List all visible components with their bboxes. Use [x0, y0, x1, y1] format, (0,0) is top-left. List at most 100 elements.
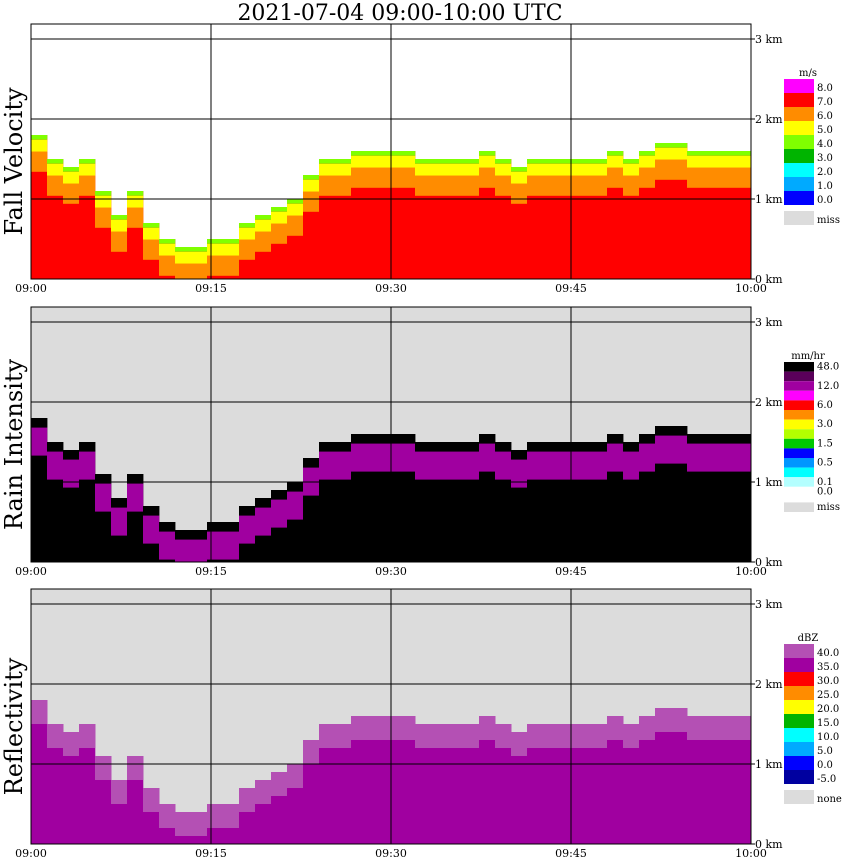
echo-layer	[303, 740, 320, 764]
legend-swatch	[784, 644, 814, 658]
echo-layer	[271, 211, 288, 224]
legend-label: 3.0	[817, 419, 833, 430]
echo-layer	[223, 522, 240, 532]
echo-layer	[559, 442, 576, 452]
echo-layer	[479, 167, 496, 188]
legend-swatch	[784, 419, 814, 430]
echo-layer	[319, 163, 336, 176]
legend-swatch	[784, 742, 814, 756]
x-tick-label: 09:00	[15, 282, 47, 295]
echo-column	[63, 732, 80, 844]
echo-layer	[575, 442, 592, 452]
echo-layer	[367, 716, 384, 740]
x-tick-label: 09:45	[555, 565, 587, 578]
echo-layer	[191, 263, 208, 279]
legend-swatch	[784, 149, 814, 163]
echo-layer	[367, 167, 384, 188]
legend-swatch	[784, 121, 814, 135]
echo-layer	[287, 199, 304, 204]
echo-layer	[111, 219, 128, 232]
echo-layer	[175, 812, 192, 836]
echo-layer	[319, 451, 336, 480]
x-tick-label: 09:15	[195, 847, 227, 860]
legend-unit: dBZ	[798, 633, 819, 644]
echo-layer	[319, 724, 336, 748]
y-tick-label: 2 km	[755, 678, 783, 691]
echo-layer	[191, 539, 208, 562]
echo-layer	[159, 804, 176, 828]
echo-layer	[207, 522, 224, 532]
echo-layer	[47, 175, 64, 196]
echo-layer	[735, 443, 752, 472]
echo-layer	[463, 451, 480, 480]
echo-layer	[655, 708, 672, 732]
echo-layer	[559, 724, 576, 748]
legend-unit: m/s	[799, 68, 817, 79]
echo-layer	[559, 159, 576, 164]
legend-swatch	[784, 93, 814, 107]
legend-swatch	[784, 191, 814, 205]
plot-frame	[30, 23, 752, 280]
echo-layer	[79, 175, 96, 196]
echo-layer	[31, 418, 48, 428]
echo-layer	[95, 474, 112, 484]
legend-label: none	[817, 794, 842, 805]
echo-layer	[719, 167, 736, 188]
y-tick-label: 3 km	[755, 598, 783, 611]
echo-layer	[287, 203, 304, 216]
echo-layer	[239, 788, 256, 812]
echo-layer	[239, 223, 256, 228]
legend-swatch	[784, 79, 814, 93]
echo-layer	[687, 167, 704, 188]
y-tick-label: 2 km	[755, 396, 783, 409]
echo-layer	[287, 491, 304, 520]
echo-column	[367, 716, 384, 844]
echo-layer	[543, 442, 560, 452]
echo-layer	[511, 183, 528, 204]
legend-label: miss	[817, 502, 840, 513]
echo-layer	[415, 163, 432, 176]
echo-layer	[687, 443, 704, 472]
echo-layer	[703, 167, 720, 188]
echo-layer	[511, 171, 528, 184]
echo-layer	[335, 451, 352, 480]
echo-layer	[591, 724, 608, 748]
echo-layer	[399, 443, 416, 472]
echo-layer	[351, 443, 368, 472]
echo-layer	[527, 451, 544, 480]
echo-layer	[463, 724, 480, 748]
echo-layer	[511, 732, 528, 756]
echo-layer	[47, 451, 64, 480]
x-tick-label: 09:45	[555, 282, 587, 295]
echo-layer	[671, 435, 688, 464]
legend-swatch	[784, 135, 814, 149]
echo-layer	[591, 163, 608, 176]
echo-layer	[207, 804, 224, 828]
echo-layer	[95, 191, 112, 196]
echo-layer	[111, 507, 128, 536]
legend-swatch	[784, 756, 814, 770]
echo-layer	[95, 207, 112, 228]
echo-layer	[191, 530, 208, 540]
echo-layer	[607, 716, 624, 740]
echo-column	[607, 716, 624, 844]
echo-column	[495, 724, 512, 844]
echo-layer	[79, 724, 96, 748]
plot-frame	[30, 588, 752, 845]
echo-layer	[447, 451, 464, 480]
legend-swatch	[784, 107, 814, 121]
echo-layer	[319, 159, 336, 164]
echo-layer	[623, 724, 640, 748]
echo-layer	[463, 163, 480, 176]
legend-label: 25.0	[817, 690, 839, 701]
echo-layer	[223, 531, 240, 560]
echo-layer	[527, 175, 544, 196]
legend-label: 1.0	[817, 181, 833, 192]
echo-layer	[687, 155, 704, 168]
echo-layer	[79, 159, 96, 164]
legend-swatch	[784, 672, 814, 686]
legend-label: 35.0	[817, 662, 839, 673]
echo-layer	[623, 442, 640, 452]
echo-layer	[127, 191, 144, 196]
echo-layer	[287, 482, 304, 492]
